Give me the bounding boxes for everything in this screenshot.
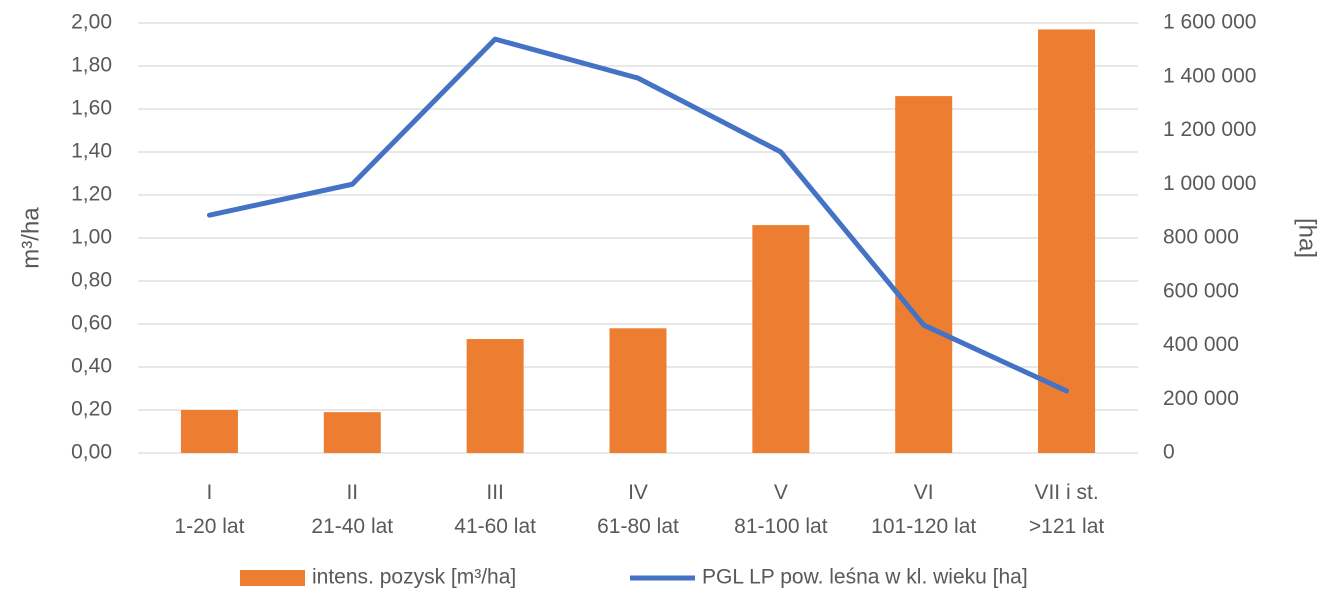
legend-label: PGL LP pow. leśna w kl. wieku [ha] bbox=[702, 566, 1028, 589]
y-tick-label: 0,20 bbox=[71, 398, 112, 421]
bar bbox=[895, 96, 953, 453]
y2-axis-title: [ha] bbox=[1294, 218, 1321, 258]
line bbox=[206, 36, 1070, 394]
bar bbox=[752, 225, 810, 453]
y2-tick-label: 200 000 bbox=[1163, 387, 1239, 410]
x-tick-label: III 41-60 lat bbox=[454, 481, 536, 538]
y-tick-label: 0,40 bbox=[71, 355, 112, 378]
y2-tick-label: 1 000 000 bbox=[1163, 172, 1256, 195]
y-axis-title: m³/ha bbox=[17, 207, 44, 269]
y-tick-label: 0,00 bbox=[71, 441, 112, 464]
bar bbox=[609, 328, 667, 453]
bar bbox=[180, 410, 238, 453]
y2-tick-label: 0 bbox=[1163, 441, 1175, 464]
y-tick-label: 0,80 bbox=[71, 269, 112, 292]
y2-tick-label: 800 000 bbox=[1163, 226, 1239, 249]
y-tick-label: 1,20 bbox=[71, 183, 112, 206]
x-tick-label: V 81-100 lat bbox=[734, 481, 828, 538]
y-tick-label: 1,00 bbox=[71, 226, 112, 249]
y-tick-label: 1,40 bbox=[71, 140, 112, 163]
legend-label: intens. pozysk [m³/ha] bbox=[312, 566, 516, 589]
x-tick-label: II 21-40 lat bbox=[311, 481, 394, 538]
y-tick-label: 0,60 bbox=[71, 312, 112, 335]
x-tick-label: I 1-20 lat bbox=[174, 481, 245, 538]
y2-tick-label: 1 600 000 bbox=[1163, 11, 1256, 34]
x-tick-label: VI 101-120 lat bbox=[871, 481, 977, 538]
legend-swatch bbox=[240, 570, 305, 586]
y2-tick-label: 400 000 bbox=[1163, 333, 1239, 356]
x-tick-label: VII i st. >121 lat bbox=[1028, 481, 1105, 538]
y-tick-label: 2,00 bbox=[71, 11, 112, 34]
y2-tick-label: 1 400 000 bbox=[1163, 64, 1256, 87]
y-tick-label: 1,60 bbox=[71, 97, 112, 120]
y-tick-label: 1,80 bbox=[71, 54, 112, 77]
bar bbox=[466, 339, 524, 453]
y2-tick-label: 600 000 bbox=[1163, 279, 1239, 302]
x-tick-label: IV 61-80 lat bbox=[597, 481, 679, 538]
y2-tick-label: 1 200 000 bbox=[1163, 118, 1256, 141]
bar bbox=[323, 412, 381, 453]
